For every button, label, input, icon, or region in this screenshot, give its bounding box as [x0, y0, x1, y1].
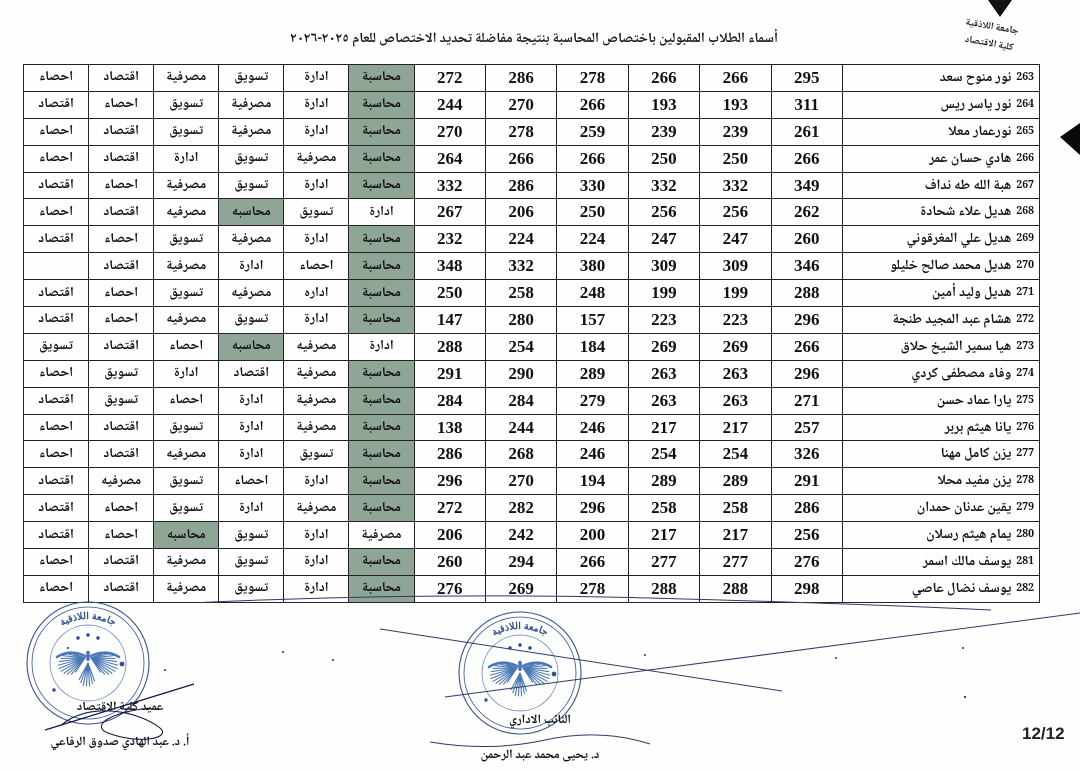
svg-text:جامعة اللاذقية: جامعة اللاذقية — [490, 621, 549, 639]
svg-text:جامعة اللاذقية: جامعة اللاذقية — [58, 611, 117, 629]
